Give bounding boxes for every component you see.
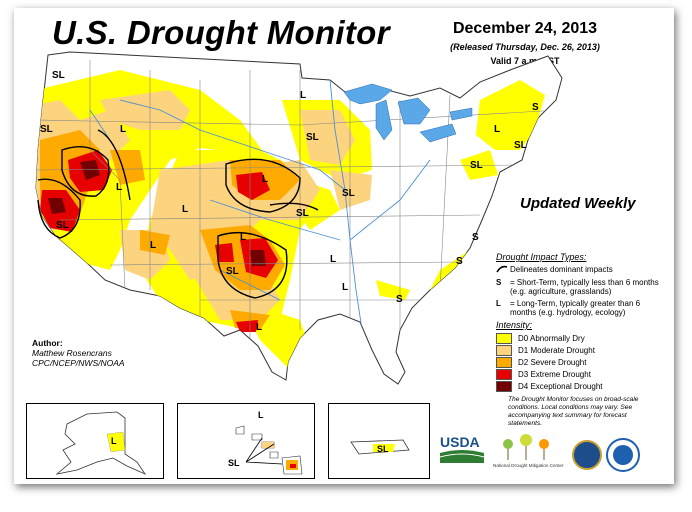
author-name: Matthew Rosencrans	[32, 348, 112, 358]
impact-label: SL	[40, 124, 53, 135]
legend-dominant-label: Delineates dominant impacts	[510, 265, 613, 274]
intensity-label: D2 Severe Drought	[518, 358, 587, 367]
impact-label: SL	[470, 160, 483, 171]
legend-long-term: L = Long-Term, typically greater than 6 …	[496, 299, 666, 317]
map-date: December 24, 2013	[452, 20, 598, 37]
impact-label: S	[396, 294, 403, 305]
impact-label: SL	[56, 220, 69, 231]
impact-types-heading: Drought Impact Types:	[496, 252, 587, 262]
boundary-line-icon	[496, 265, 510, 275]
impact-label: S	[472, 232, 479, 243]
impact-label: L	[342, 282, 348, 293]
impact-boundaries	[37, 129, 319, 299]
impact-label: L	[256, 322, 262, 333]
great-lakes	[343, 83, 473, 143]
legend-dominant: Delineates dominant impacts	[496, 265, 666, 275]
intensity-heading: Intensity:	[496, 320, 533, 330]
usda-text: USDA	[440, 434, 480, 450]
impact-label: L	[300, 90, 306, 101]
hawaii-l-label: L	[258, 410, 264, 420]
ndmc-logo: National Drought Mitigation Center	[492, 434, 564, 470]
impact-label: SL	[226, 266, 239, 277]
intensity-swatch	[496, 333, 512, 344]
legend-l-key: L	[496, 299, 501, 308]
updated-weekly: Updated Weekly	[520, 195, 636, 212]
intensity-swatch	[496, 381, 512, 392]
usda-logo: USDA	[438, 433, 486, 467]
author-block: Author: Matthew Rosencrans CPC/NCEP/NWS/…	[32, 338, 125, 368]
alaska-label: L	[111, 436, 117, 446]
hawaii-inset: SL L	[177, 403, 315, 479]
legend: Drought Impact Types: Delineates dominan…	[496, 252, 666, 393]
impact-label: S	[532, 102, 539, 113]
puerto-rico-label: SL	[377, 444, 389, 454]
puerto-rico-map: SL	[350, 439, 410, 455]
ndmc-text: National Drought Mitigation Center	[493, 463, 564, 468]
impact-label: S	[456, 256, 463, 267]
alaska-map: L	[55, 411, 147, 475]
impact-label: L	[182, 204, 188, 215]
intensity-row: D4 Exceptional Drought	[496, 381, 666, 392]
monitor-note: The Drought Monitor focuses on broad-sca…	[508, 396, 639, 427]
impact-label: L	[330, 254, 336, 265]
impact-label: L	[150, 240, 156, 251]
intensity-row: D1 Moderate Drought	[496, 345, 666, 356]
intensity-row: D0 Abnormally Dry	[496, 333, 666, 344]
hawaii-sl-label: SL	[228, 458, 240, 468]
impact-label: L	[120, 124, 126, 135]
author-heading: Author:	[32, 338, 63, 348]
intensity-swatch	[496, 369, 512, 380]
valid-time: Valid 7 a.m. EST	[490, 56, 560, 66]
intensity-label: D4 Exceptional Drought	[518, 382, 603, 391]
map-title: U.S. Drought Monitor	[52, 14, 390, 51]
impact-label: SL	[342, 188, 355, 199]
impact-label: L	[116, 182, 122, 193]
noaa-seal-icon	[606, 438, 640, 472]
legend-s-key: S	[496, 278, 502, 287]
intensity-swatch	[496, 345, 512, 356]
intensity-label: D1 Moderate Drought	[518, 346, 595, 355]
impact-label: SL	[52, 70, 65, 81]
impact-label: L	[240, 232, 246, 243]
impact-label: L	[494, 124, 500, 135]
impact-label: L	[262, 174, 268, 185]
legend-l-desc: = Long-Term, typically greater than 6 mo…	[510, 299, 641, 317]
intensity-swatch	[496, 357, 512, 368]
author-org: CPC/NCEP/NWS/NOAA	[32, 358, 125, 368]
intensity-list: D0 Abnormally Dry D1 Moderate Drought D2 S…	[496, 333, 666, 392]
impact-label: SL	[296, 208, 309, 219]
alaska-inset: L	[26, 403, 164, 479]
legend-s-desc: = Short-Term, typically less than 6 mont…	[510, 278, 659, 296]
puerto-rico-inset: SL	[328, 403, 430, 479]
intensity-label: D3 Extreme Drought	[518, 370, 591, 379]
intensity-row: D3 Extreme Drought	[496, 369, 666, 380]
doc-seal-icon	[572, 440, 602, 470]
intensity-label: D0 Abnormally Dry	[518, 334, 585, 343]
hawaii-map: SL L	[228, 410, 303, 475]
release-date: (Released Thursday, Dec. 26, 2013)	[450, 42, 600, 52]
legend-short-term: S = Short-Term, typically less than 6 mo…	[496, 278, 666, 296]
intensity-row: D2 Severe Drought	[496, 357, 666, 368]
impact-label: SL	[514, 140, 527, 151]
impact-label: SL	[306, 132, 319, 143]
